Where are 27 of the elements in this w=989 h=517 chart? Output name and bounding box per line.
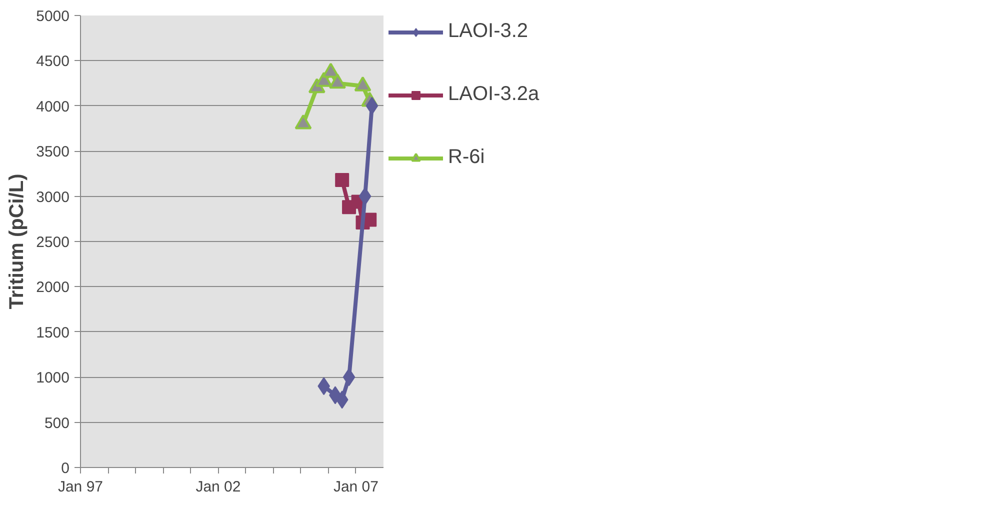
point — [358, 187, 372, 206]
point — [336, 390, 348, 409]
y-axis-title: Tritium (pCi/L) — [6, 174, 28, 310]
y-tick-label: 2000 — [36, 279, 70, 296]
y-tick-label: 5000 — [36, 8, 70, 25]
point — [342, 368, 356, 386]
point — [322, 62, 340, 78]
y-tick-label: 500 — [44, 414, 70, 432]
x-tick-label: Jan 02 — [196, 478, 241, 496]
y-tick-label: 2500 — [36, 234, 70, 251]
legend-label: LAOI-3.2 — [448, 20, 528, 43]
y-tick-label: 1500 — [36, 324, 70, 342]
x-tick-label: Jan 97 — [58, 478, 104, 496]
y-tick-label: 4500 — [36, 53, 70, 70]
legend-label: LAOI-3.2a — [448, 83, 540, 106]
point — [335, 173, 350, 188]
y-tick-label: 3000 — [36, 188, 70, 206]
y-tick-label: 3500 — [36, 144, 70, 161]
point — [294, 114, 312, 130]
y-tick-label: 4000 — [36, 98, 70, 116]
point — [354, 76, 372, 92]
y-tick-label: 1000 — [36, 370, 70, 387]
x-tick-label: Jan 07 — [333, 478, 378, 496]
point — [328, 74, 346, 89]
y-tick-label: 0 — [61, 460, 70, 477]
legend-label: R-6i — [448, 146, 485, 169]
point — [366, 96, 378, 115]
